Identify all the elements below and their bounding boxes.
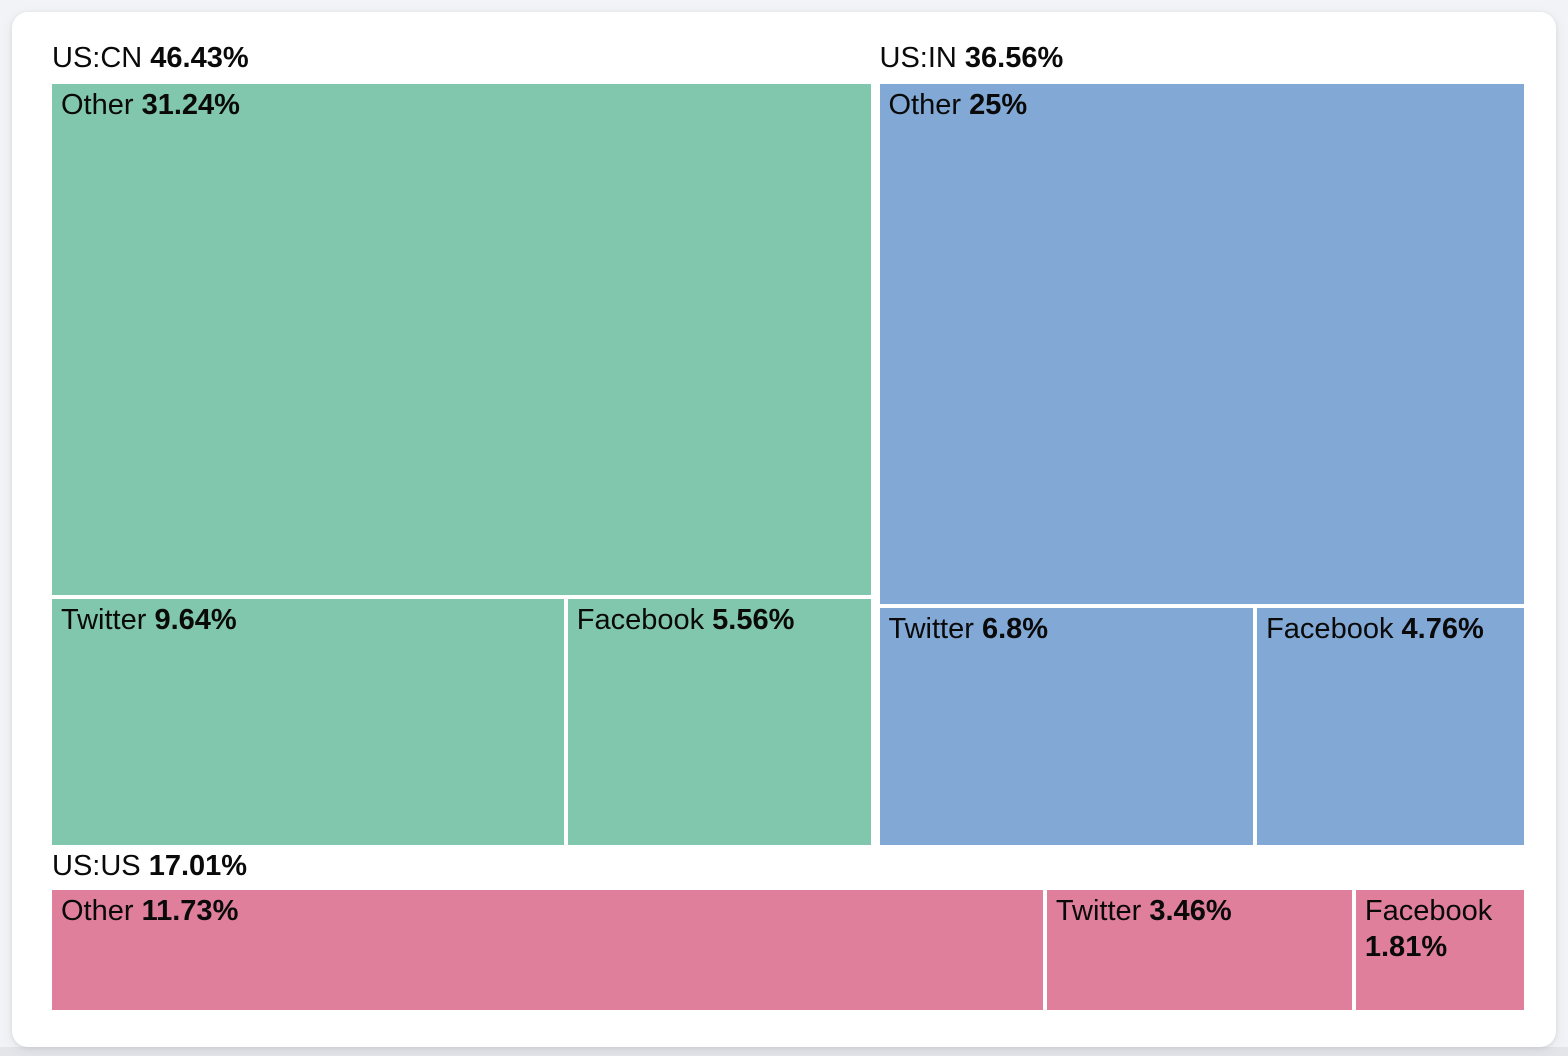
group-name: US:IN bbox=[879, 42, 957, 74]
tile-us-cn-facebook[interactable]: Facebook 5.56% bbox=[567, 599, 871, 845]
tile-name: Twitter bbox=[1055, 895, 1142, 927]
tile-us-us-facebook[interactable]: Facebook 1.81% bbox=[1355, 890, 1524, 1010]
group-label-us-us: US:US 17.01% bbox=[52, 845, 1524, 890]
tile-percent: 11.73% bbox=[141, 895, 239, 927]
tile-percent: 25% bbox=[969, 89, 1028, 121]
group-us-cn-subrow: Twitter 9.64% Facebook 5.56% bbox=[52, 599, 871, 845]
group-label-us-cn: US:CN 46.43% bbox=[52, 36, 871, 84]
tile-name: Twitter bbox=[888, 612, 974, 645]
tile-percent: 6.8% bbox=[981, 612, 1049, 645]
tile-percent: 31.24% bbox=[141, 89, 240, 121]
group-us-cn-tiles: Other 31.24% Twitter 9.64% Facebook 5.56… bbox=[52, 84, 871, 845]
page-bottom-strip bbox=[0, 1047, 1568, 1056]
group-name: US:US bbox=[52, 850, 141, 882]
group-us-in-tiles: Other 25% Twitter 6.8% Facebook 4.76% bbox=[879, 84, 1524, 845]
tile-us-us-twitter[interactable]: Twitter 3.46% bbox=[1046, 890, 1352, 1010]
treemap-card: US:CN 46.43% Other 31.24% Twitter 9.64% bbox=[12, 12, 1556, 1047]
tile-us-in-twitter[interactable]: Twitter 6.8% bbox=[879, 607, 1254, 845]
tile-us-us-other[interactable]: Other 11.73% bbox=[52, 890, 1043, 1010]
tile-us-in-facebook[interactable]: Facebook 4.76% bbox=[1257, 607, 1524, 845]
group-name: US:CN bbox=[52, 42, 143, 74]
tile-percent: 1.81% bbox=[1364, 931, 1448, 964]
tile-name: Facebook bbox=[1364, 895, 1493, 927]
tile-us-cn-other[interactable]: Other 31.24% bbox=[52, 84, 871, 596]
group-percent: 46.43% bbox=[150, 42, 249, 74]
group-us-in-subrow: Twitter 6.8% Facebook 4.76% bbox=[879, 607, 1524, 845]
tile-name: Facebook bbox=[1266, 612, 1394, 645]
tile-name: Facebook bbox=[576, 604, 705, 637]
tile-name: Other bbox=[888, 89, 962, 121]
group-percent: 36.56% bbox=[964, 42, 1064, 74]
tile-name: Twitter bbox=[61, 604, 147, 637]
group-us-us-tiles: Other 11.73% Twitter 3.46% Facebook 1.81… bbox=[52, 890, 1524, 1010]
tile-name: Other bbox=[61, 89, 134, 121]
tile-name: Other bbox=[61, 895, 134, 927]
group-us-us: US:US 17.01% Other 11.73% Twitter 3.46% … bbox=[52, 845, 1524, 1010]
tile-us-cn-twitter[interactable]: Twitter 9.64% bbox=[52, 599, 564, 845]
treemap-chart: US:CN 46.43% Other 31.24% Twitter 9.64% bbox=[52, 36, 1524, 1010]
group-us-in: US:IN 36.56% Other 25% Twitter 6.8% bbox=[879, 36, 1525, 845]
group-label-us-in: US:IN 36.56% bbox=[880, 36, 1525, 84]
tile-percent: 3.46% bbox=[1149, 895, 1232, 927]
group-us-cn: US:CN 46.43% Other 31.24% Twitter 9.64% bbox=[52, 36, 871, 845]
treemap-top-row: US:CN 46.43% Other 31.24% Twitter 9.64% bbox=[52, 36, 1524, 845]
tile-percent: 9.64% bbox=[154, 604, 237, 637]
tile-percent: 4.76% bbox=[1401, 612, 1484, 645]
group-percent: 17.01% bbox=[148, 850, 248, 882]
tile-us-in-other[interactable]: Other 25% bbox=[879, 84, 1524, 604]
tile-percent: 5.56% bbox=[712, 604, 795, 637]
